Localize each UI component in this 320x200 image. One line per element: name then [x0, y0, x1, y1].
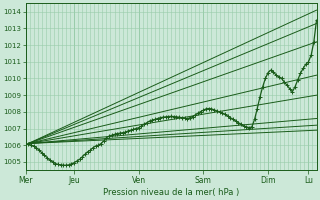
X-axis label: Pression niveau de la mer( hPa ): Pression niveau de la mer( hPa ) — [103, 188, 239, 197]
